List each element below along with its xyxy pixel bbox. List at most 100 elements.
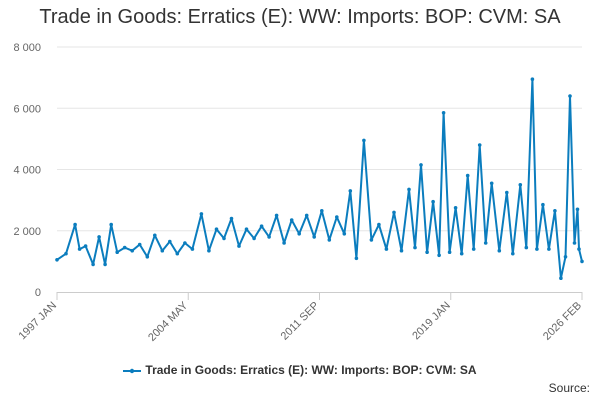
data-point[interactable] xyxy=(64,251,68,256)
data-point[interactable] xyxy=(252,236,256,241)
data-point[interactable] xyxy=(459,251,464,256)
data-point[interactable] xyxy=(103,262,107,267)
data-point[interactable] xyxy=(122,245,127,250)
series-line xyxy=(56,78,583,280)
data-point[interactable] xyxy=(214,227,219,231)
data-point[interactable] xyxy=(407,187,411,192)
legend[interactable]: Trade in Goods: Erratics (E): WW: Import… xyxy=(0,363,600,377)
data-point[interactable] xyxy=(384,247,389,251)
x-tick-label: 2019 JAN xyxy=(410,300,453,343)
data-point[interactable] xyxy=(207,248,211,253)
data-point[interactable] xyxy=(77,247,82,251)
data-point[interactable] xyxy=(465,173,470,178)
data-point[interactable] xyxy=(348,189,353,193)
data-point[interactable] xyxy=(572,241,577,245)
data-point[interactable] xyxy=(145,254,150,259)
series xyxy=(55,77,584,281)
data-point[interactable] xyxy=(392,210,396,215)
y-tick-label: 4 000 xyxy=(13,165,41,177)
data-point[interactable] xyxy=(441,111,446,115)
data-point[interactable] xyxy=(190,247,195,251)
data-point[interactable] xyxy=(559,276,563,281)
y-tick-label: 6 000 xyxy=(13,103,41,115)
data-point[interactable] xyxy=(312,235,317,239)
data-point[interactable] xyxy=(289,218,294,222)
data-point[interactable] xyxy=(55,258,59,262)
data-point[interactable] xyxy=(535,247,539,251)
data-point[interactable] xyxy=(399,248,404,253)
y-tick-label: 2 000 xyxy=(13,226,41,238)
data-point[interactable] xyxy=(483,241,488,245)
data-point[interactable] xyxy=(369,238,374,242)
x-axis-ticks: 1997 JAN 2004 MAY 2011 SEP 2019 JAN 2026 FEB xyxy=(16,299,584,344)
data-point[interactable] xyxy=(377,222,381,227)
data-point[interactable] xyxy=(477,143,482,147)
data-point[interactable] xyxy=(244,227,249,231)
data-point[interactable] xyxy=(274,213,279,218)
data-point[interactable] xyxy=(575,207,580,212)
chart-title: Trade in Goods: Erratics (E): WW: Import… xyxy=(39,6,561,28)
data-point[interactable] xyxy=(267,235,271,239)
data-point[interactable] xyxy=(362,138,366,143)
data-point[interactable] xyxy=(453,206,458,210)
data-point[interactable] xyxy=(354,256,359,261)
data-point[interactable] xyxy=(335,215,339,219)
data-point[interactable] xyxy=(577,247,581,251)
data-point[interactable] xyxy=(541,202,545,207)
y-tick-label: 0 xyxy=(35,287,41,299)
data-point[interactable] xyxy=(199,212,204,216)
data-point[interactable] xyxy=(511,251,515,256)
data-point[interactable] xyxy=(505,190,509,195)
data-point[interactable] xyxy=(320,209,324,213)
data-point[interactable] xyxy=(168,239,172,244)
data-point[interactable] xyxy=(222,236,226,241)
data-point[interactable] xyxy=(425,250,429,254)
data-point[interactable] xyxy=(91,262,95,267)
data-point[interactable] xyxy=(137,242,142,247)
x-tick-label: 1997 JAN xyxy=(16,300,59,343)
data-point[interactable] xyxy=(413,245,417,250)
data-point[interactable] xyxy=(471,247,476,251)
data-point[interactable] xyxy=(237,244,241,248)
x-tick-label: 2004 MAY xyxy=(146,299,191,344)
x-tick-label: 2026 FEB xyxy=(541,300,584,343)
data-point[interactable] xyxy=(327,238,332,242)
data-point[interactable] xyxy=(297,232,302,236)
data-point[interactable] xyxy=(160,248,165,253)
data-point[interactable] xyxy=(437,253,441,258)
data-point[interactable] xyxy=(83,244,88,248)
y-tick-label: 8 000 xyxy=(13,42,41,54)
data-point[interactable] xyxy=(175,251,180,256)
data-point[interactable] xyxy=(497,248,502,253)
data-point[interactable] xyxy=(524,245,529,250)
data-point[interactable] xyxy=(183,241,187,245)
legend-line-symbol xyxy=(123,368,142,374)
data-point[interactable] xyxy=(282,241,286,245)
data-point[interactable] xyxy=(342,232,347,236)
data-point[interactable] xyxy=(530,77,535,81)
grid-lines xyxy=(57,46,582,232)
data-point[interactable] xyxy=(563,254,568,259)
data-point[interactable] xyxy=(547,247,551,251)
data-point[interactable] xyxy=(419,163,423,167)
data-point[interactable] xyxy=(304,213,309,218)
data-point[interactable] xyxy=(115,250,119,254)
data-point[interactable] xyxy=(489,181,494,186)
data-point[interactable] xyxy=(229,216,234,221)
data-point[interactable] xyxy=(568,94,572,98)
data-point[interactable] xyxy=(553,209,557,213)
data-point[interactable] xyxy=(518,183,523,187)
data-point[interactable] xyxy=(580,259,584,264)
data-point[interactable] xyxy=(153,233,157,238)
data-point[interactable] xyxy=(73,222,77,227)
source-label: Source: xyxy=(548,381,590,395)
data-point[interactable] xyxy=(431,199,435,204)
data-point[interactable] xyxy=(447,250,452,254)
data-point[interactable] xyxy=(259,224,264,228)
data-point[interactable] xyxy=(109,222,113,227)
y-axis-ticks: 0 2 000 4 000 6 000 8 000 xyxy=(13,42,41,299)
data-point[interactable] xyxy=(97,235,101,239)
data-point[interactable] xyxy=(130,248,134,253)
